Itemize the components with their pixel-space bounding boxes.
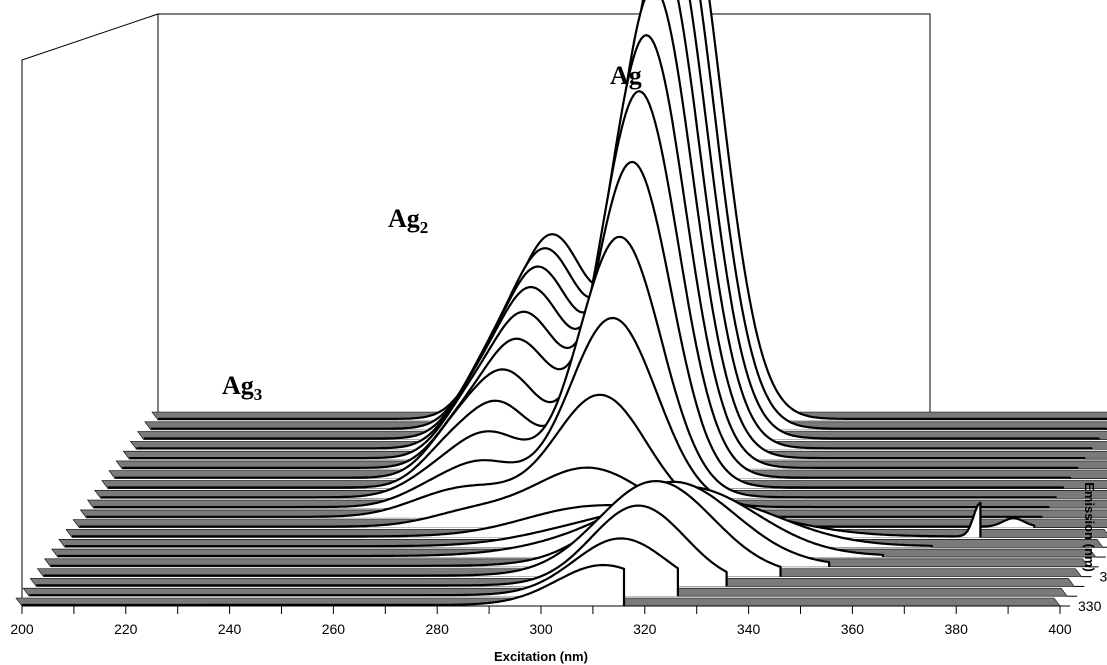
z-tick-label: 330: [1078, 598, 1102, 614]
x-axis-title: Excitation (nm): [494, 649, 588, 664]
series-line: [93, 316, 1050, 509]
z-axis-title: Emission (nm): [1082, 482, 1097, 572]
x-tick-label: 280: [426, 621, 450, 637]
x-tick-label: 400: [1048, 621, 1072, 637]
series-line: [86, 393, 1043, 518]
series-line: [100, 235, 1057, 499]
left-wall-frame: [21, 13, 159, 606]
series-line: [72, 501, 982, 538]
peak-label-ag3: Ag3: [222, 371, 262, 404]
peak-label-ag: Ag: [610, 61, 642, 90]
series-line: [43, 480, 782, 577]
back-wall-frame: [158, 13, 931, 420]
series-410: [72, 466, 1107, 528]
z-tick-label: 360: [1099, 569, 1107, 585]
series-fill: [22, 565, 624, 606]
series-fill: [86, 394, 1042, 518]
x-ticks: 200 220 240 260 280 300 320 340 360 380 400: [10, 606, 1072, 637]
x-tick-label: 240: [218, 621, 242, 637]
z-ticks: 330360390420450490520: [1078, 569, 1107, 614]
x-tick-label: 260: [322, 621, 346, 637]
series-line: [57, 485, 885, 558]
series-line: [22, 563, 626, 607]
peak-label-ag2: Ag2: [388, 204, 428, 237]
x-tick-label: 220: [114, 621, 138, 637]
x-tick-label: 380: [945, 621, 969, 637]
series-line: [50, 480, 831, 567]
x-tick-label: 360: [841, 621, 865, 637]
series-line: [64, 496, 933, 548]
series-fill: [93, 318, 1049, 509]
series-line: [79, 466, 1036, 528]
x-tick-label: 300: [529, 621, 553, 637]
series-line: [29, 537, 679, 597]
series-fill: [79, 467, 1035, 528]
x-tick-label: 320: [633, 621, 657, 637]
x-tick-label: 200: [10, 621, 34, 637]
series-line: [36, 504, 728, 587]
series-group: [15, 0, 1107, 607]
x-tick-label: 340: [737, 621, 761, 637]
series-line: [115, 90, 1072, 479]
